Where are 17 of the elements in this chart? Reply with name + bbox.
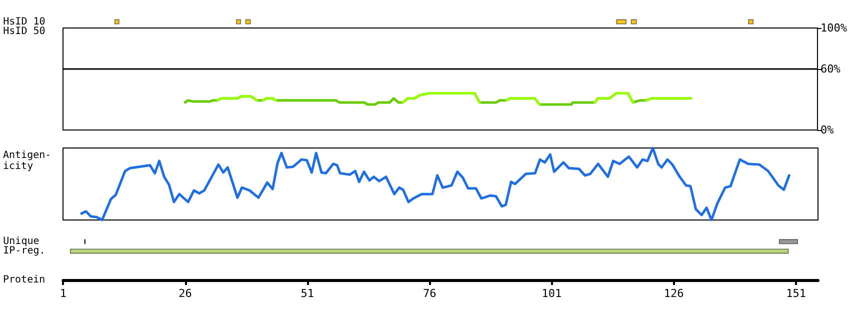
x-axis-title: Protein bbox=[2, 274, 46, 286]
x-tick-label: 76 bbox=[422, 287, 436, 300]
x-tick-label: 51 bbox=[300, 287, 314, 300]
x-tick-label: 126 bbox=[664, 287, 684, 300]
y-tick-label: HsID 50 bbox=[3, 26, 46, 37]
line-series bbox=[402, 92, 481, 104]
y-tick-label: 60% bbox=[820, 62, 841, 76]
x-tick-label: 1 bbox=[60, 287, 66, 300]
y-tick-label: IP-reg. bbox=[3, 246, 46, 257]
y-tick-label: 0% bbox=[820, 124, 834, 136]
y-tick-label: 100% bbox=[820, 22, 848, 34]
y-tick-label: Unique bbox=[3, 236, 40, 248]
x-tick-label: 26 bbox=[178, 287, 192, 300]
x-tick-label: 151 bbox=[786, 287, 806, 300]
x-tick-label: 101 bbox=[542, 287, 562, 300]
y-axis-title: Antigen- icity bbox=[3, 150, 52, 172]
y-tick-label: HsID 10 bbox=[3, 16, 46, 28]
